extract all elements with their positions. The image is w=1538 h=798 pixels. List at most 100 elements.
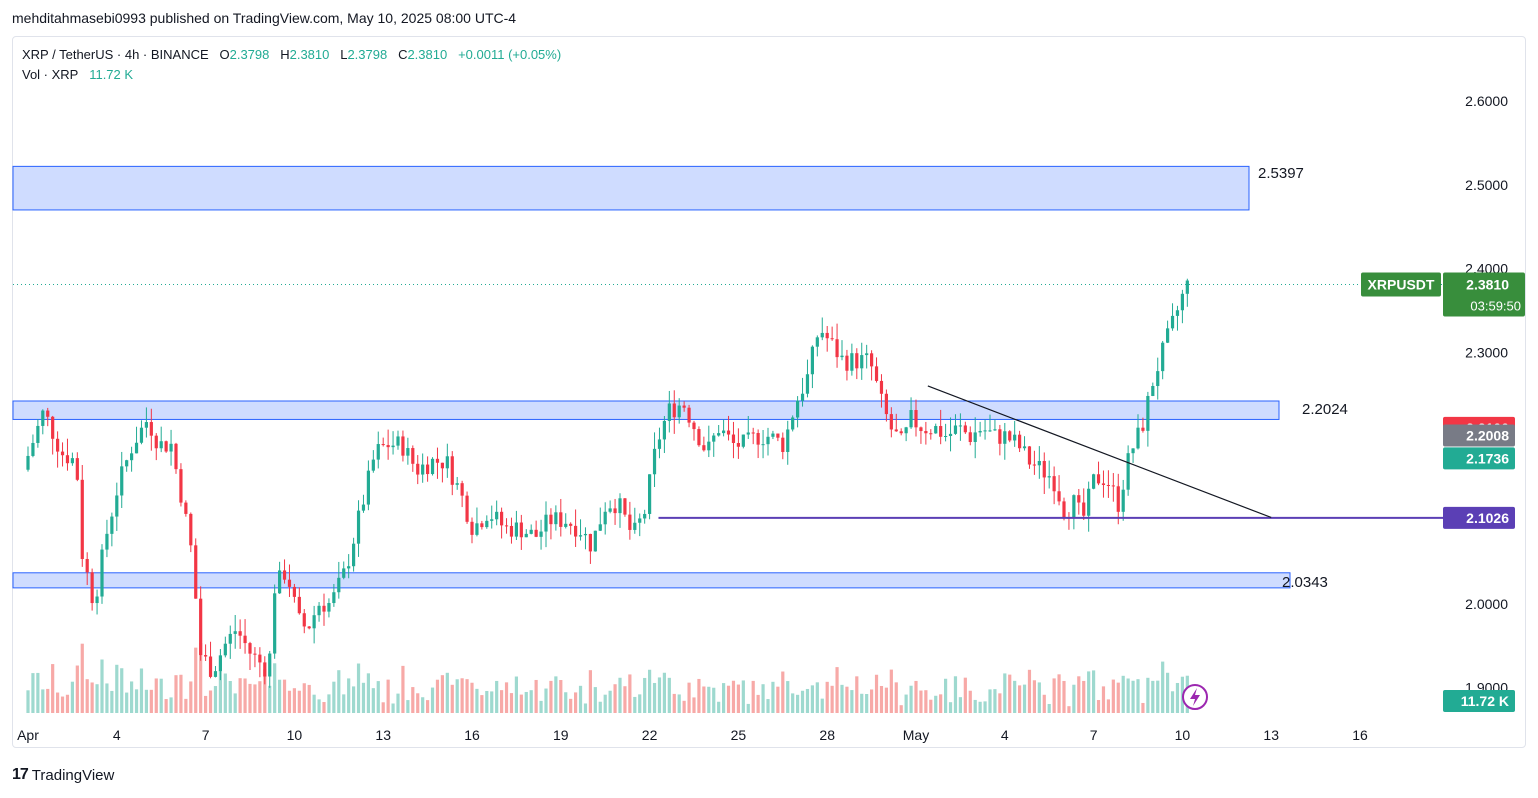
volume-bar: [662, 672, 666, 713]
candle-body: [361, 504, 366, 511]
x-tick-label: 19: [553, 727, 569, 743]
change-value: +0.0011 (+0.05%): [458, 47, 562, 62]
candle-body: [258, 654, 262, 663]
volume-bar: [776, 686, 780, 713]
volume-bar: [46, 688, 50, 713]
volume-bar: [238, 678, 242, 713]
candle-body: [445, 456, 449, 469]
volume-bar: [830, 685, 834, 713]
candle-body: [904, 427, 908, 434]
candle-body: [884, 393, 888, 415]
candle-body: [302, 613, 306, 627]
candle-body: [460, 483, 464, 496]
volume-bar: [1062, 680, 1066, 713]
candle-body: [574, 525, 578, 537]
candle-body: [1082, 502, 1086, 516]
candle-body: [707, 441, 711, 451]
lightning-icon[interactable]: [1182, 684, 1208, 710]
candle-body: [963, 425, 967, 433]
candle-body: [416, 463, 420, 475]
candle-body: [687, 407, 691, 423]
volume-bar: [884, 687, 888, 713]
volume-bar: [894, 682, 898, 713]
volume-bar: [95, 684, 99, 713]
symbol-label[interactable]: XRP / TetherUS · 4h · BINANCE: [22, 47, 209, 62]
low-value: 2.3798: [347, 47, 388, 62]
candle-body: [95, 596, 99, 604]
volume-bar: [929, 699, 933, 713]
candle-body: [352, 543, 356, 567]
volume-bar: [199, 643, 203, 713]
volume-bar: [855, 676, 859, 713]
candle-body: [608, 508, 612, 512]
volume-bar: [1087, 671, 1091, 713]
candle-body: [1106, 484, 1110, 486]
candle-body: [292, 586, 296, 597]
volume-bar: [1047, 703, 1051, 713]
candle-body: [31, 442, 35, 456]
candle-body: [1037, 460, 1041, 466]
volume-bar: [692, 697, 696, 713]
candle-body: [1126, 453, 1130, 490]
volume-bar: [26, 690, 30, 713]
volume-bar: [643, 677, 647, 713]
volume-bar: [574, 692, 578, 713]
candle-body: [307, 626, 311, 629]
candle-body: [1022, 446, 1027, 449]
volume-bar: [1170, 691, 1175, 713]
volume-bar: [796, 694, 800, 713]
candle-body: [440, 462, 444, 469]
candle-body: [509, 525, 514, 537]
volume-bar: [1082, 680, 1086, 713]
candle-body: [791, 417, 795, 430]
volume-bar: [352, 686, 356, 713]
tradingview-logo[interactable]: 17 TradingView: [12, 766, 114, 784]
candle-body: [130, 453, 134, 461]
volume-bar: [263, 669, 267, 713]
volume-bar: [70, 681, 74, 713]
volume-bar: [865, 694, 869, 713]
volume-bar: [208, 690, 213, 713]
candle-body: [396, 436, 400, 446]
candle-body: [450, 456, 454, 485]
candle-body: [722, 430, 726, 434]
volume-bar: [1008, 674, 1012, 713]
volume-bar: [60, 696, 65, 713]
volume-bar: [342, 694, 346, 713]
volume-bar: [963, 677, 967, 713]
trend-line: [927, 385, 1272, 519]
volume-bar: [717, 701, 721, 713]
candle-body: [1072, 495, 1076, 519]
volume-bar: [1057, 674, 1061, 713]
candle-body: [342, 568, 346, 578]
candle-body: [80, 479, 84, 559]
volume-bar: [825, 681, 829, 713]
candle-body: [731, 434, 736, 443]
volume-bar: [41, 689, 45, 713]
volume-bar: [65, 694, 70, 713]
volume-bar: [578, 685, 583, 713]
candle-body: [692, 422, 696, 430]
zone-label: 2.5397: [1258, 165, 1304, 182]
volume-bar: [233, 693, 237, 713]
candle-body: [204, 655, 208, 657]
volume-bar: [406, 700, 410, 713]
candle-body: [391, 445, 395, 448]
volume-bar: [445, 672, 449, 713]
candle-body: [1027, 446, 1032, 465]
volume-bar: [278, 679, 282, 713]
candle-body: [667, 403, 671, 421]
candle-body: [144, 422, 148, 428]
volume-bar: [273, 663, 277, 713]
volume-bar: [1018, 685, 1022, 713]
volume-label[interactable]: Vol · XRP: [22, 67, 79, 82]
volume-bar: [514, 676, 518, 713]
close-label: C: [398, 47, 408, 62]
volume-bar: [426, 700, 430, 713]
candle-body: [278, 570, 282, 594]
tradingview-brand: TradingView: [31, 766, 115, 784]
volume-bar: [672, 693, 676, 713]
volume-bar: [1052, 678, 1056, 713]
x-tick-label: 10: [287, 727, 303, 743]
